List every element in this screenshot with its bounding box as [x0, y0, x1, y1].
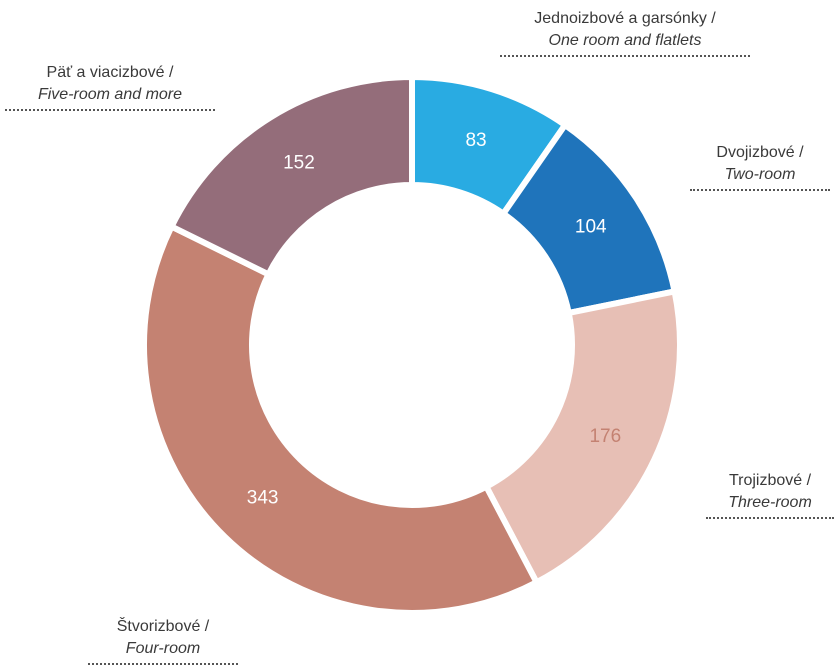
category-label-two-room: Dvojizbové / Two-room	[690, 142, 830, 191]
value-label-five-room: 152	[283, 152, 315, 173]
value-label-three-room: 176	[589, 426, 621, 447]
donut-slice-three-room	[482, 287, 683, 587]
category-label-en: Three-room	[706, 492, 834, 519]
donut-slice-five-room	[167, 73, 415, 279]
category-label-sk: Jednoizbové a garsónky /	[534, 10, 716, 27]
category-label-sk: Trojizbové /	[728, 472, 812, 489]
category-label-en: Four-room	[88, 638, 238, 665]
value-label-four-room: 343	[247, 487, 279, 508]
value-label-two-room: 104	[575, 216, 607, 237]
category-label-one-room: Jednoizbové a garsónky / One room and fl…	[500, 8, 750, 57]
category-label-en: Two-room	[690, 164, 830, 191]
donut-slice-four-room	[141, 222, 541, 616]
category-label-four-room: Štvorizbové / Four-room	[88, 616, 238, 665]
value-label-one-room: 83	[465, 130, 486, 151]
category-label-sk: Päť a viacizbové /	[46, 64, 174, 81]
category-label-sk: Dvojizbové /	[716, 144, 804, 161]
category-label-three-room: Trojizbové / Three-room	[706, 470, 834, 519]
category-label-sk: Štvorizbové /	[116, 618, 210, 635]
category-label-en: One room and flatlets	[500, 30, 750, 57]
category-label-five-room: Päť a viacizbové / Five-room and more	[5, 62, 215, 111]
category-label-en: Five-room and more	[5, 84, 215, 111]
